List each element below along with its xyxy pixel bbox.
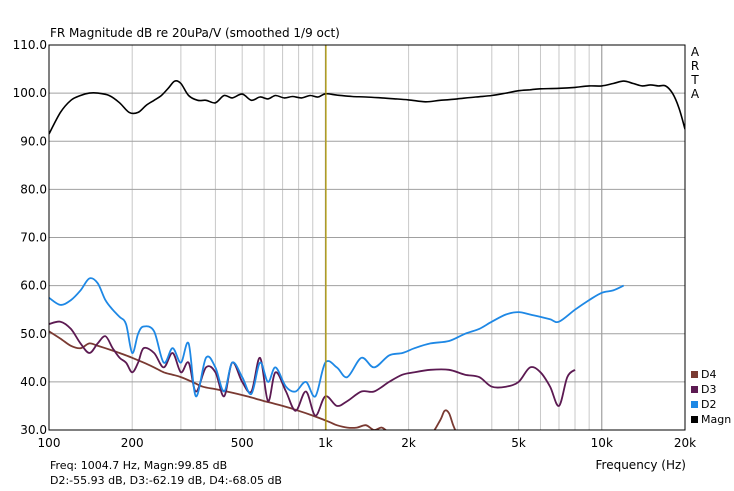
legend-swatch-d4	[691, 371, 698, 378]
x-axis-ticks: 100 200 500 1k 2k 5k 10k 20k	[38, 436, 697, 450]
x-tick-label: 20k	[674, 436, 696, 450]
x-tick-label: 5k	[511, 436, 526, 450]
legend-label-d3: D3	[701, 383, 716, 396]
series-line-d3	[49, 320, 576, 417]
legend-swatch-d2	[691, 401, 698, 408]
y-tick-label: 90.0	[20, 134, 47, 148]
x-tick-label: 100	[38, 436, 61, 450]
y-tick-label: 50.0	[20, 327, 47, 341]
brand-letter: A	[691, 87, 700, 101]
y-axis-ticks: 110.0 100.0 90.0 80.0 70.0 60.0 50.0 40.0 30.0	[13, 38, 47, 437]
cursor-readout-levels: D2:-55.93 dB, D3:-62.19 dB, D4:-68.05 dB	[50, 474, 282, 487]
legend-swatch-d3	[691, 386, 698, 393]
y-tick-label: 100.0	[13, 86, 47, 100]
series-line-d2	[49, 277, 625, 398]
plot-area[interactable]	[49, 45, 685, 435]
chart-title: FR Magnitude dB re 20uPa/V (smoothed 1/9…	[50, 26, 340, 40]
brand-letter: T	[690, 73, 699, 87]
y-tick-label: 80.0	[20, 182, 47, 196]
series-line-magn	[49, 80, 685, 135]
legend-label-d2: D2	[701, 398, 716, 411]
legend-swatch-magn	[691, 416, 698, 423]
brand-letter: A	[691, 45, 700, 59]
y-tick-label: 60.0	[20, 279, 47, 293]
x-tick-label: 200	[121, 436, 144, 450]
legend-label-d4: D4	[701, 368, 716, 381]
y-tick-label: 30.0	[20, 423, 47, 437]
legend[interactable]: D4 D3 D2 Magn	[691, 368, 731, 426]
x-tick-label: 2k	[401, 436, 416, 450]
series-line-d4	[49, 330, 457, 430]
y-tick-label: 40.0	[20, 375, 47, 389]
y-tick-label: 110.0	[13, 38, 47, 52]
brand-letter: R	[691, 59, 699, 73]
plot-frame	[48, 44, 686, 431]
y-tick-label: 70.0	[20, 231, 47, 245]
plot-grid	[49, 45, 686, 430]
cursor-readout-freq: Freq: 1004.7 Hz, Magn:99.85 dB	[50, 459, 227, 472]
x-tick-label: 10k	[591, 436, 613, 450]
legend-label-magn: Magn	[701, 413, 731, 426]
x-axis-label: Frequency (Hz)	[596, 458, 687, 472]
x-tick-label: 500	[231, 436, 254, 450]
x-tick-label: 1k	[318, 436, 333, 450]
